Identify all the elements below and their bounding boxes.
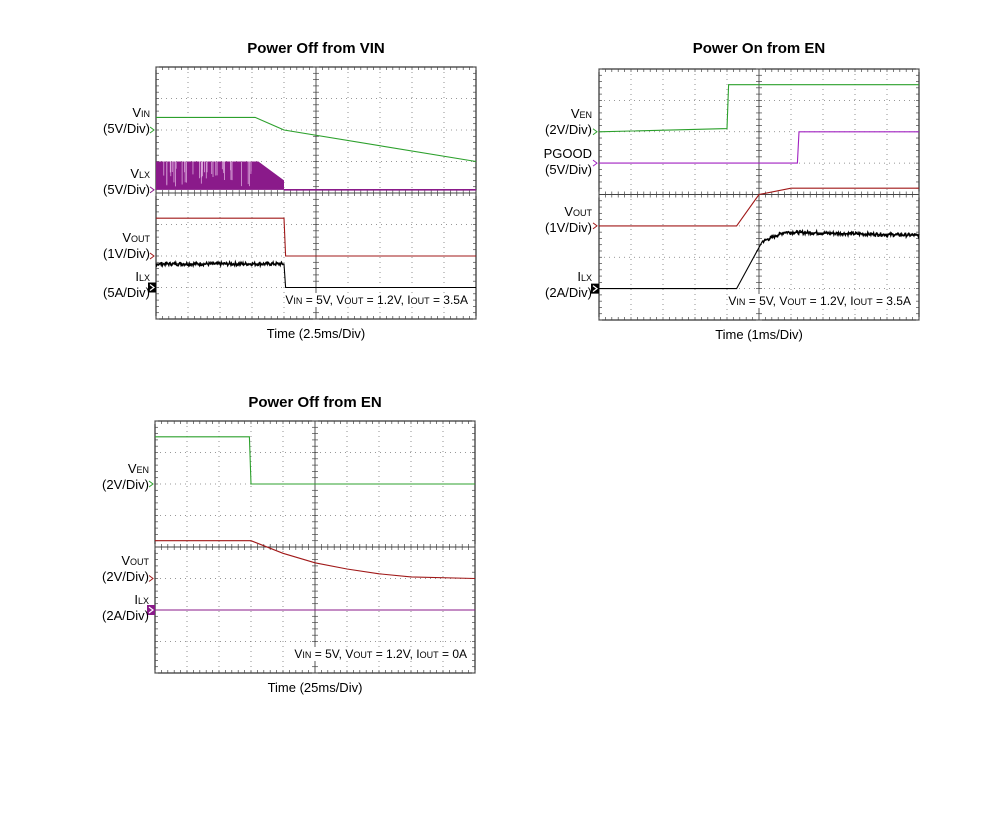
chart-title: Power On from EN <box>692 40 826 57</box>
channel-label-main: V <box>122 230 131 245</box>
trace-vout <box>155 540 476 580</box>
channel-scale: (5V/Div) <box>545 162 592 177</box>
trace-line <box>155 436 475 485</box>
channel-label-sub: EN <box>579 110 592 120</box>
channel-marker <box>148 282 156 293</box>
trace-vlx-switching <box>156 161 476 191</box>
trace-vout <box>156 217 476 257</box>
channel-scale: (2V/Div) <box>545 122 592 137</box>
trace-ven <box>155 436 475 485</box>
trace-ven <box>598 84 919 133</box>
channel-name: VOUT <box>122 229 150 248</box>
channel-scale: (5A/Div) <box>103 285 150 300</box>
trace-pgood <box>599 131 919 164</box>
trace-noise <box>155 259 284 269</box>
channel-name: PGOOD <box>544 145 592 162</box>
channel-marker <box>148 575 154 582</box>
channel-marker <box>592 222 598 230</box>
channel-marker <box>149 186 155 194</box>
x-axis-label: Time (2.5ms/Div) <box>266 326 366 341</box>
channel-marker-arrow <box>149 284 155 291</box>
test-conditions: VIN = 5V, VOUT = 1.2V, IOUT = 3.5A <box>728 294 911 308</box>
trace-ilx <box>155 259 476 289</box>
channel-label-main: V <box>127 461 137 476</box>
channel-marker <box>149 252 155 260</box>
channel-marker <box>148 480 154 488</box>
channel-label-main: PGOOD <box>543 146 592 161</box>
channel-label-sub: OUT <box>131 234 150 244</box>
channel-label-main: I <box>135 269 139 284</box>
channel-label-main: V <box>570 106 580 121</box>
channel-name: VOUT <box>564 203 592 222</box>
channel-scale: (2A/Div) <box>545 285 592 300</box>
channel-marker <box>149 126 155 134</box>
trace-line <box>599 131 919 164</box>
test-conditions: VIN = 5V, VOUT = 1.2V, IOUT = 0A <box>294 647 467 661</box>
channel-marker-arrow <box>148 606 154 614</box>
x-axis-label: Time (1ms/Div) <box>715 327 803 342</box>
channel-label-main: V <box>130 166 139 181</box>
channel-scale: (5V/Div) <box>103 182 150 197</box>
channel-marker-arrow <box>592 285 598 293</box>
channel-marker <box>591 283 599 294</box>
channel-label-sub: LX <box>137 596 149 606</box>
channel-label-main: V <box>121 553 130 568</box>
channel-label-sub: OUT <box>573 208 592 218</box>
channel-label-main: V <box>132 105 141 120</box>
channel-name: VEN <box>571 105 592 124</box>
trace-noise <box>761 228 920 244</box>
channel-name: ILX <box>135 268 150 287</box>
channel-label-sub: LX <box>580 273 592 283</box>
channel-scale: (1V/Div) <box>103 246 150 261</box>
chart-title: Power Off from EN <box>248 394 382 411</box>
channel-label-main: I <box>577 269 581 284</box>
channel-marker <box>147 605 155 615</box>
channel-scale: (1V/Div) <box>545 220 592 235</box>
trace-vout <box>599 187 919 227</box>
trace-line <box>156 217 476 257</box>
trace-line <box>155 540 476 580</box>
channel-name: ILX <box>577 268 592 287</box>
channel-name: ILX <box>134 591 149 610</box>
channel-label-sub: LX <box>138 170 150 180</box>
channel-scale: (5V/Div) <box>103 121 150 136</box>
channel-name: VOUT <box>121 552 149 571</box>
x-axis-label: Time (25ms/Div) <box>267 680 363 695</box>
channel-label-sub: EN <box>136 465 149 475</box>
chart-title: Power Off from VIN <box>247 40 385 57</box>
channel-name: VIN <box>132 104 150 123</box>
channel-name: VEN <box>128 460 149 479</box>
channel-marker <box>592 159 598 167</box>
channel-scale: (2A/Div) <box>102 608 149 623</box>
channel-label-sub: LX <box>138 273 150 283</box>
channel-label-main: V <box>564 204 573 219</box>
channel-name: VLX <box>130 165 150 184</box>
channel-marker <box>592 128 598 136</box>
trace-ilx <box>599 228 920 290</box>
channel-label-sub: IN <box>141 109 150 119</box>
channel-label-main: I <box>134 592 138 607</box>
trace-fill <box>156 161 284 190</box>
trace-line <box>156 116 477 163</box>
test-conditions: VIN = 5V, VOUT = 1.2V, IOUT = 3.5A <box>285 293 468 307</box>
trace-line <box>599 187 919 227</box>
trace-line <box>598 84 919 133</box>
channel-scale: (2V/Div) <box>102 477 149 492</box>
channel-label-sub: OUT <box>130 557 149 567</box>
trace-vin <box>156 116 477 163</box>
channel-scale: (2V/Div) <box>102 569 149 584</box>
